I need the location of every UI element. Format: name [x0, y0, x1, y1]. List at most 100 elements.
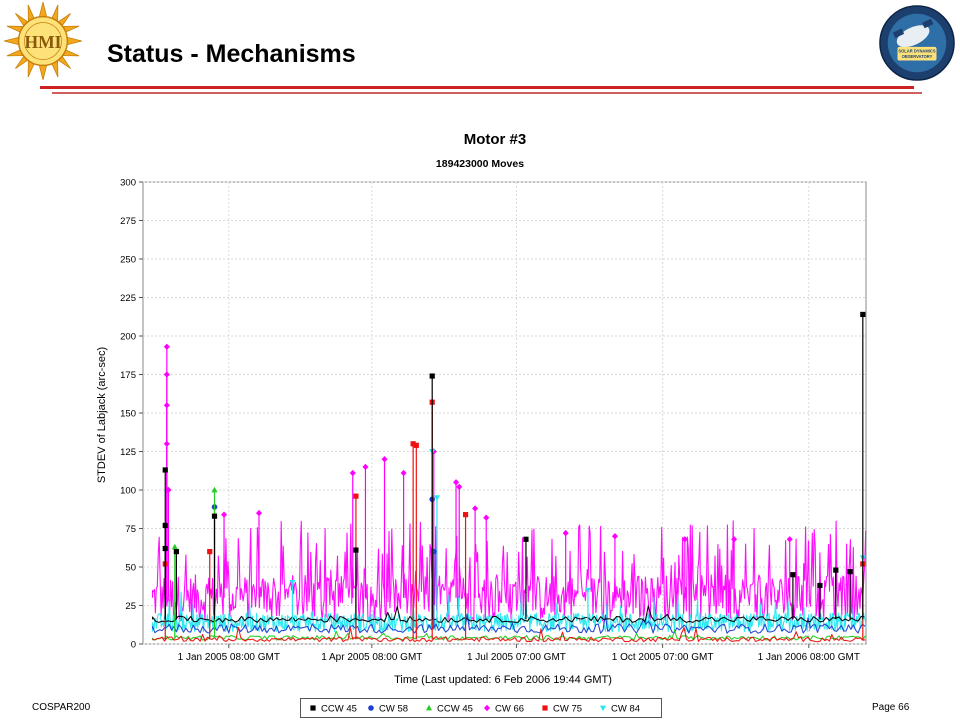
series-0-point: [817, 582, 823, 589]
legend-label: CCW 45: [437, 704, 473, 715]
series-3-point: [163, 402, 170, 409]
motor-chart: Motor #3 189423000 Moves STDEV of Labjac…: [96, 131, 867, 686]
title-divider: [40, 86, 914, 89]
series-5-point: [289, 580, 296, 586]
series-2-point: [211, 486, 218, 493]
series-0-point: [523, 536, 529, 542]
legend-label: CW 75: [553, 704, 582, 715]
hmi-sun-rays: [4, 2, 82, 80]
series-3-point: [163, 371, 170, 378]
legend-swatch: [426, 704, 432, 711]
legend-item: CW 58: [368, 704, 408, 715]
series-3-point: [400, 469, 407, 477]
legend-swatch: [600, 705, 606, 712]
series-3-point: [221, 511, 228, 518]
svg-text:OBSERVATORY: OBSERVATORY: [902, 54, 933, 59]
series-2-trace: [151, 629, 866, 641]
hmi-logo-text: HMI: [24, 32, 61, 52]
series-3-point: [786, 536, 793, 543]
series-0-point: [162, 467, 168, 473]
y-tick-label: 125: [120, 447, 136, 458]
slide-title: Status - Mechanisms: [107, 40, 356, 68]
series-3-point: [453, 479, 460, 486]
y-tick-label: 100: [120, 486, 136, 497]
series-4-point: [462, 512, 469, 518]
series-4-trace: [151, 626, 866, 643]
y-tick-label: 300: [120, 178, 136, 189]
series-4-point: [413, 442, 419, 448]
sdo-mission-logo-icon: SOLAR DYNAMICS OBSERVATORY: [879, 5, 955, 81]
x-tick-label: 1 Jul 2005 07:00 GMT: [467, 652, 566, 663]
series-4-point: [353, 493, 359, 499]
series-5-point: [584, 587, 591, 594]
x-tick-label: 1 Oct 2005 07:00 GMT: [612, 652, 714, 663]
plot-layer: 0 25 50 75 100 125 150 175 200 225 250 275 300 1 Jan …: [120, 178, 867, 663]
series-3-trace: [151, 520, 867, 622]
legend-label: CW 84: [611, 704, 640, 715]
legend-item: CCW 45: [310, 704, 357, 715]
series-5-point: [433, 495, 440, 501]
series-3-point: [472, 505, 479, 512]
legend-label: CW 66: [495, 704, 524, 715]
series-3-point: [456, 483, 463, 491]
y-tick-label: 150: [120, 409, 136, 420]
series-0-point: [353, 547, 359, 553]
series-4-point: [207, 549, 213, 555]
series-4-point: [410, 441, 416, 447]
series-3-point: [165, 486, 172, 494]
y-axis-label: STDEV of Labjack (arc-sec): [96, 347, 108, 483]
chart-legend: CCW 45 CW 58 CCW 45 CW 66 CW 75 CW 84: [300, 698, 662, 718]
y-tick-label: 275: [120, 216, 136, 227]
series-3-point: [681, 536, 688, 543]
y-tick-label: 50: [125, 563, 136, 574]
y-tick-label: 0: [131, 640, 136, 651]
series-0-trace: [151, 605, 865, 623]
legend-swatch: [310, 705, 316, 711]
series-0-point: [860, 311, 866, 318]
series-0-point: [429, 373, 435, 379]
y-tick-label: 225: [120, 293, 136, 304]
series-3-point: [731, 536, 738, 543]
legend-item: CW 75: [542, 704, 582, 715]
chart-subtitle: 189423000 Moves: [436, 158, 524, 170]
footer-page-number: Page 66: [872, 702, 910, 713]
legend-item: CW 66: [484, 704, 524, 715]
series-0-point: [162, 545, 168, 552]
legend-items: CCW 45 CW 58 CCW 45 CW 66 CW 75 CW 84: [310, 704, 640, 715]
series-3-point: [163, 440, 170, 447]
legend-item: CW 84: [600, 704, 640, 715]
legend-swatch: [368, 705, 374, 711]
series-0-point: [833, 567, 839, 573]
series-2-point: [171, 543, 178, 550]
series-0-point: [790, 572, 796, 578]
slide-header: HMI Status - Mechanisms SOLAR DYNAMICS O…: [0, 0, 960, 100]
series-1-trace: [151, 613, 866, 634]
footer-conference: COSPAR2006: [32, 702, 90, 713]
x-tick-label: 1 Jan 2005 08:00 GMT: [178, 652, 280, 663]
x-tick-label: 1 Apr 2005 08:00 GMT: [321, 652, 422, 663]
chart-title: Motor #3: [464, 131, 527, 148]
series-0-point: [173, 549, 179, 555]
legend-swatch: [542, 705, 548, 711]
title-divider-secondary: [52, 92, 922, 94]
y-tick-label: 250: [120, 255, 136, 266]
series-3-point: [163, 343, 170, 350]
series-0-point: [211, 513, 218, 519]
legend-label: CCW 45: [321, 704, 357, 715]
y-tick-label: 175: [120, 370, 136, 381]
series-3-point: [483, 514, 490, 521]
series-3-point: [349, 469, 356, 477]
x-tick-label: 1 Jan 2006 08:00 GMT: [758, 652, 860, 663]
svg-text:SOLAR DYNAMICS: SOLAR DYNAMICS: [898, 49, 935, 54]
series-3-point: [362, 463, 369, 471]
series-0-point: [847, 569, 853, 575]
series-0-point: [162, 522, 168, 529]
hmi-sun-logo-icon: HMI: [4, 2, 82, 80]
x-axis-label: Time (Last updated: 6 Feb 2006 19:44 GMT…: [394, 674, 612, 686]
y-tick-label: 200: [120, 332, 136, 343]
series-3-point: [562, 529, 569, 537]
y-tick-label: 75: [125, 524, 136, 535]
series-3-point: [381, 456, 388, 463]
legend-swatch: [484, 704, 490, 712]
y-tick-label: 25: [125, 601, 136, 612]
